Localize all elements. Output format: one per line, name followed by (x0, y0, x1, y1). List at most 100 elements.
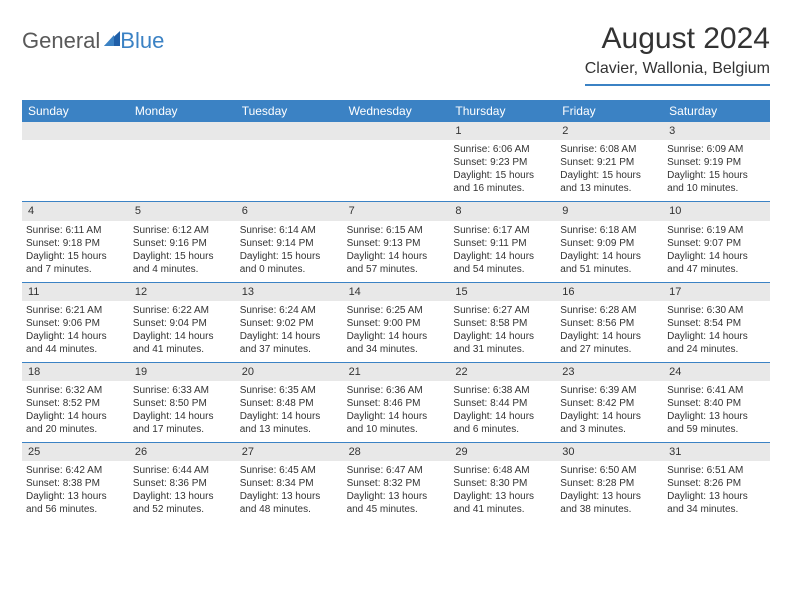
daylight-text: Daylight: 14 hours and 17 minutes. (133, 410, 232, 436)
daylight-text: Daylight: 14 hours and 3 minutes. (560, 410, 659, 436)
day-number: 2 (556, 122, 663, 140)
day-number: 9 (556, 202, 663, 220)
calendar-cell: 7Sunrise: 6:15 AMSunset: 9:13 PMDaylight… (343, 202, 450, 281)
daylight-text: Daylight: 15 hours and 16 minutes. (453, 169, 552, 195)
month-title: August 2024 (585, 22, 770, 56)
sunrise-text: Sunrise: 6:38 AM (453, 384, 552, 397)
sunrise-text: Sunrise: 6:19 AM (667, 224, 766, 237)
daylight-text: Daylight: 14 hours and 24 minutes. (667, 330, 766, 356)
sunrise-text: Sunrise: 6:35 AM (240, 384, 339, 397)
day-number: 26 (129, 443, 236, 461)
sunrise-text: Sunrise: 6:27 AM (453, 304, 552, 317)
calendar-cell: 14Sunrise: 6:25 AMSunset: 9:00 PMDayligh… (343, 283, 450, 362)
daylight-text: Daylight: 13 hours and 34 minutes. (667, 490, 766, 516)
daylight-text: Daylight: 13 hours and 59 minutes. (667, 410, 766, 436)
day-number: 30 (556, 443, 663, 461)
sunset-text: Sunset: 8:32 PM (347, 477, 446, 490)
weeks-container: 1Sunrise: 6:06 AMSunset: 9:23 PMDaylight… (22, 122, 770, 522)
day-number: 27 (236, 443, 343, 461)
calendar-cell: 15Sunrise: 6:27 AMSunset: 8:58 PMDayligh… (449, 283, 556, 362)
calendar-cell: 26Sunrise: 6:44 AMSunset: 8:36 PMDayligh… (129, 443, 236, 522)
calendar-cell: 21 Sunrise: 6:36 AMSunset: 8:46 PMDayligh… (343, 363, 450, 442)
day-number: 6 (236, 202, 343, 220)
day-number: 3 (663, 122, 770, 140)
sunrise-text: Sunrise: 6:30 AM (667, 304, 766, 317)
sunset-text: Sunset: 9:07 PM (667, 237, 766, 250)
day-number: 28 (343, 443, 450, 461)
sunrise-text: Sunrise: 6:06 AM (453, 143, 552, 156)
sunset-text: Sunset: 8:52 PM (26, 397, 125, 410)
day-number: 7 (343, 202, 450, 220)
sunset-text: Sunset: 8:44 PM (453, 397, 552, 410)
sunset-text: Sunset: 9:00 PM (347, 317, 446, 330)
calendar-cell: 10Sunrise: 6:19 AMSunset: 9:07 PMDayligh… (663, 202, 770, 281)
calendar-cell: 4Sunrise: 6:11 AMSunset: 9:18 PMDaylight… (22, 202, 129, 281)
sunset-text: Sunset: 8:40 PM (667, 397, 766, 410)
week-row: 1Sunrise: 6:06 AMSunset: 9:23 PMDaylight… (22, 122, 770, 201)
calendar-cell: 25Sunrise: 6:42 AMSunset: 8:38 PMDayligh… (22, 443, 129, 522)
calendar-cell: 16Sunrise: 6:28 AMSunset: 8:56 PMDayligh… (556, 283, 663, 362)
day-header-cell: Wednesday (343, 100, 450, 122)
sunset-text: Sunset: 8:48 PM (240, 397, 339, 410)
sunset-text: Sunset: 8:42 PM (560, 397, 659, 410)
day-number: 23 (556, 363, 663, 381)
sunrise-text: Sunrise: 6:36 AM (347, 384, 446, 397)
daylight-text: Daylight: 15 hours and 0 minutes. (240, 250, 339, 276)
daylight-text: Daylight: 14 hours and 54 minutes. (453, 250, 552, 276)
sunrise-text: Sunrise: 6:32 AM (26, 384, 125, 397)
calendar-cell-empty (236, 122, 343, 201)
sunrise-text: Sunrise: 6:41 AM (667, 384, 766, 397)
day-number: 24 (663, 363, 770, 381)
week-row: 25Sunrise: 6:42 AMSunset: 8:38 PMDayligh… (22, 442, 770, 522)
sunrise-text: Sunrise: 6:15 AM (347, 224, 446, 237)
sunset-text: Sunset: 8:46 PM (347, 397, 446, 410)
daylight-text: Daylight: 15 hours and 10 minutes. (667, 169, 766, 195)
sunrise-text: Sunrise: 6:48 AM (453, 464, 552, 477)
logo-text-general: General (22, 28, 100, 54)
sunrise-text: Sunrise: 6:45 AM (240, 464, 339, 477)
sunset-text: Sunset: 8:36 PM (133, 477, 232, 490)
day-number: 21 (343, 363, 450, 381)
location-label: Clavier, Wallonia, Belgium (585, 60, 770, 78)
day-number: 17 (663, 283, 770, 301)
day-header-cell: Saturday (663, 100, 770, 122)
day-header-row: SundayMondayTuesdayWednesdayThursdayFrid… (22, 100, 770, 122)
sunrise-text: Sunrise: 6:39 AM (560, 384, 659, 397)
sunset-text: Sunset: 9:09 PM (560, 237, 659, 250)
sunset-text: Sunset: 9:16 PM (133, 237, 232, 250)
sunset-text: Sunset: 9:23 PM (453, 156, 552, 169)
sunrise-text: Sunrise: 6:21 AM (26, 304, 125, 317)
day-number: 15 (449, 283, 556, 301)
sunset-text: Sunset: 9:18 PM (26, 237, 125, 250)
day-number (22, 122, 129, 140)
daylight-text: Daylight: 14 hours and 37 minutes. (240, 330, 339, 356)
daylight-text: Daylight: 14 hours and 44 minutes. (26, 330, 125, 356)
sunset-text: Sunset: 9:19 PM (667, 156, 766, 169)
title-divider (585, 84, 770, 86)
daylight-text: Daylight: 14 hours and 6 minutes. (453, 410, 552, 436)
sunrise-text: Sunrise: 6:24 AM (240, 304, 339, 317)
calendar-cell: 13Sunrise: 6:24 AMSunset: 9:02 PMDayligh… (236, 283, 343, 362)
daylight-text: Daylight: 13 hours and 45 minutes. (347, 490, 446, 516)
calendar: SundayMondayTuesdayWednesdayThursdayFrid… (22, 100, 770, 522)
day-header-cell: Monday (129, 100, 236, 122)
title-block: August 2024 Clavier, Wallonia, Belgium (585, 22, 770, 86)
calendar-cell: 2Sunrise: 6:08 AMSunset: 9:21 PMDaylight… (556, 122, 663, 201)
day-number: 29 (449, 443, 556, 461)
sunset-text: Sunset: 9:11 PM (453, 237, 552, 250)
sunrise-text: Sunrise: 6:28 AM (560, 304, 659, 317)
day-number: 19 (129, 363, 236, 381)
daylight-text: Daylight: 15 hours and 7 minutes. (26, 250, 125, 276)
sunset-text: Sunset: 9:04 PM (133, 317, 232, 330)
daylight-text: Daylight: 14 hours and 10 minutes. (347, 410, 446, 436)
day-number: 18 (22, 363, 129, 381)
daylight-text: Daylight: 14 hours and 34 minutes. (347, 330, 446, 356)
day-number: 12 (129, 283, 236, 301)
calendar-cell: 8Sunrise: 6:17 AMSunset: 9:11 PMDaylight… (449, 202, 556, 281)
sunrise-text: Sunrise: 6:11 AM (26, 224, 125, 237)
logo-text-blue: Blue (120, 28, 164, 54)
day-number: 13 (236, 283, 343, 301)
calendar-cell: 1Sunrise: 6:06 AMSunset: 9:23 PMDaylight… (449, 122, 556, 201)
calendar-cell-empty (343, 122, 450, 201)
daylight-text: Daylight: 13 hours and 48 minutes. (240, 490, 339, 516)
